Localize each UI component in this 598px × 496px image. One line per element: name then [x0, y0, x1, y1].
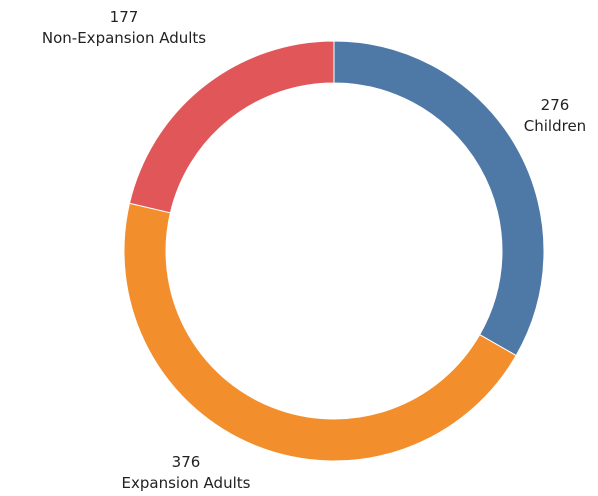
slice-expansion-adults — [123, 202, 517, 462]
slice-value-non-expansion-adults: 177 — [110, 8, 139, 26]
slice-labels: 276 Children 376 Expansion Adults 177 Non-Exp… — [42, 8, 586, 492]
slice-value-children: 276 — [541, 96, 570, 114]
slice-value-expansion-adults: 376 — [172, 453, 201, 471]
slice-non-expansion-adults — [128, 40, 335, 214]
donut-slices — [123, 40, 545, 462]
slice-children — [333, 40, 545, 357]
slice-name-non-expansion-adults: Non-Expansion Adults — [42, 29, 206, 47]
slice-name-expansion-adults: Expansion Adults — [122, 474, 251, 492]
slice-name-children: Children — [524, 117, 586, 135]
